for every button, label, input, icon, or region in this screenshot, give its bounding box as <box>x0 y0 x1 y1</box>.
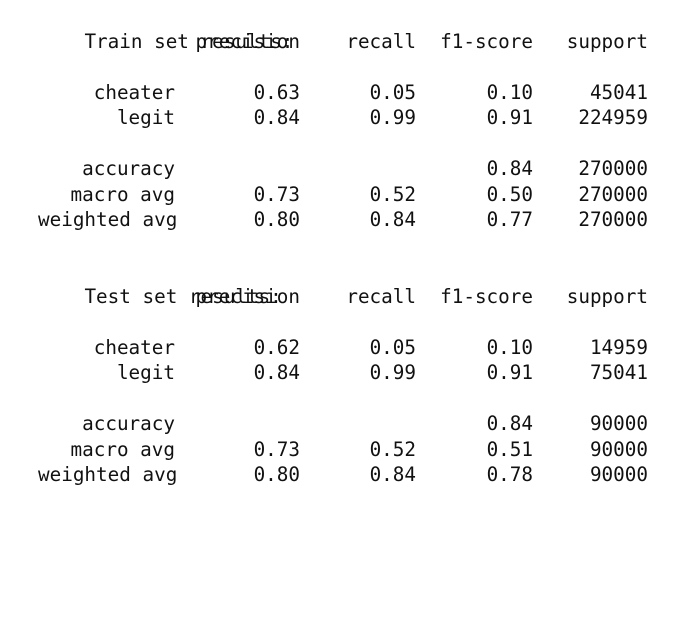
test-row-recall: 0.05 <box>369 335 416 359</box>
test-row-precision: 0.84 <box>253 361 300 384</box>
train-row-support: 45041 <box>589 80 648 104</box>
train-row-support: 270000 <box>578 208 648 231</box>
train-row-f1: 0.91 <box>486 106 533 129</box>
train-row-label: weighted avg <box>38 208 178 231</box>
train-title: Train set results: <box>38 3 293 53</box>
train-row-f1: 0.10 <box>486 80 533 104</box>
train-row-accuracy: accuracy 0.84 270000 <box>38 156 648 182</box>
test-row-label: macro avg <box>70 437 175 461</box>
test-row-f1: 0.84 <box>486 412 533 435</box>
test-row-macro-avg: macro avg 0.73 0.52 0.51 90000 <box>38 437 648 463</box>
train-header-support: support <box>566 29 648 53</box>
train-header-recall: recall <box>346 29 416 53</box>
test-row-recall: 0.99 <box>369 361 416 384</box>
train-row-f1: 0.77 <box>486 208 533 231</box>
test-header-recall: recall <box>346 284 416 308</box>
test-row-recall: 0.84 <box>369 463 416 486</box>
train-header-row: precision recall f1-score support <box>38 29 648 55</box>
train-row-recall: 0.99 <box>369 106 416 129</box>
test-row-f1: 0.91 <box>486 361 533 384</box>
test-row-support: 90000 <box>589 412 648 435</box>
train-header-f1: f1-score <box>440 29 533 53</box>
train-row-recall: 0.05 <box>369 80 416 104</box>
train-row-macro-avg: macro avg 0.73 0.52 0.50 270000 <box>38 182 648 208</box>
test-row-precision: 0.73 <box>253 437 300 461</box>
train-row-label: legit <box>116 106 175 129</box>
test-row-f1: 0.78 <box>486 463 533 486</box>
test-row-support: 90000 <box>589 437 648 461</box>
test-row-accuracy: accuracy 0.84 90000 <box>38 411 648 437</box>
test-row-recall: 0.52 <box>369 437 416 461</box>
train-row-label: cheater <box>93 80 175 104</box>
test-row-cheater: cheater 0.62 0.05 0.10 14959 <box>38 335 648 361</box>
test-row-f1: 0.51 <box>486 437 533 461</box>
test-row-label: cheater <box>93 335 175 359</box>
test-row-support: 90000 <box>589 463 648 486</box>
test-row-legit: legit 0.84 0.99 0.91 75041 <box>38 360 648 386</box>
test-row-support: 14959 <box>589 335 648 359</box>
train-row-cheater: cheater 0.63 0.05 0.10 45041 <box>38 80 648 106</box>
train-row-f1: 0.84 <box>486 157 533 180</box>
train-row-support: 270000 <box>578 157 648 180</box>
test-row-label: weighted avg <box>38 463 178 486</box>
test-title: Test set results: <box>38 258 281 308</box>
test-header-support: support <box>566 284 648 308</box>
train-row-legit: legit 0.84 0.99 0.91 224959 <box>38 105 648 131</box>
test-row-f1: 0.10 <box>486 335 533 359</box>
train-row-recall: 0.52 <box>369 182 416 206</box>
console-output-area: { "train": { "title": "Train set results… <box>38 3 648 488</box>
train-row-support: 224959 <box>578 106 648 129</box>
test-row-precision: 0.62 <box>253 335 300 359</box>
train-row-label: accuracy <box>82 157 175 180</box>
test-header-precision: precision <box>195 284 300 308</box>
test-row-weighted-avg: weighted avg 0.80 0.84 0.78 90000 <box>38 462 648 488</box>
train-row-f1: 0.50 <box>486 182 533 206</box>
train-row-recall: 0.84 <box>369 208 416 231</box>
train-row-precision: 0.63 <box>253 80 300 104</box>
train-row-label: macro avg <box>70 182 175 206</box>
train-row-precision: 0.73 <box>253 182 300 206</box>
test-row-support: 75041 <box>589 361 648 384</box>
test-row-label: legit <box>116 361 175 384</box>
test-row-precision: 0.80 <box>253 463 300 486</box>
test-title-text: Test set results: <box>84 284 282 308</box>
train-row-weighted-avg: weighted avg 0.80 0.84 0.77 270000 <box>38 207 648 233</box>
train-row-precision: 0.80 <box>253 208 300 231</box>
train-row-support: 270000 <box>578 182 648 206</box>
train-title-text: Train set results: <box>84 29 294 53</box>
test-header-row: precision recall f1-score support <box>38 284 648 310</box>
train-header-precision: precision <box>195 29 300 53</box>
test-header-f1: f1-score <box>440 284 533 308</box>
train-row-precision: 0.84 <box>253 106 300 129</box>
test-row-label: accuracy <box>82 412 175 435</box>
